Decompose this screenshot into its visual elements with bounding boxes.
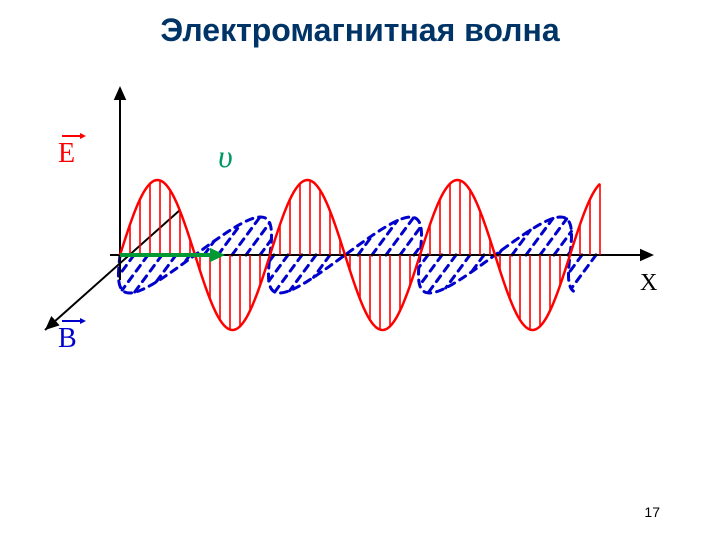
velocity-label: υ (218, 138, 233, 175)
e-vector-label: E (58, 130, 75, 162)
x-axis-label: X (640, 270, 657, 297)
em-wave-diagram (0, 0, 720, 540)
page-number: 17 (644, 504, 660, 520)
b-vector-label: B (58, 315, 77, 347)
